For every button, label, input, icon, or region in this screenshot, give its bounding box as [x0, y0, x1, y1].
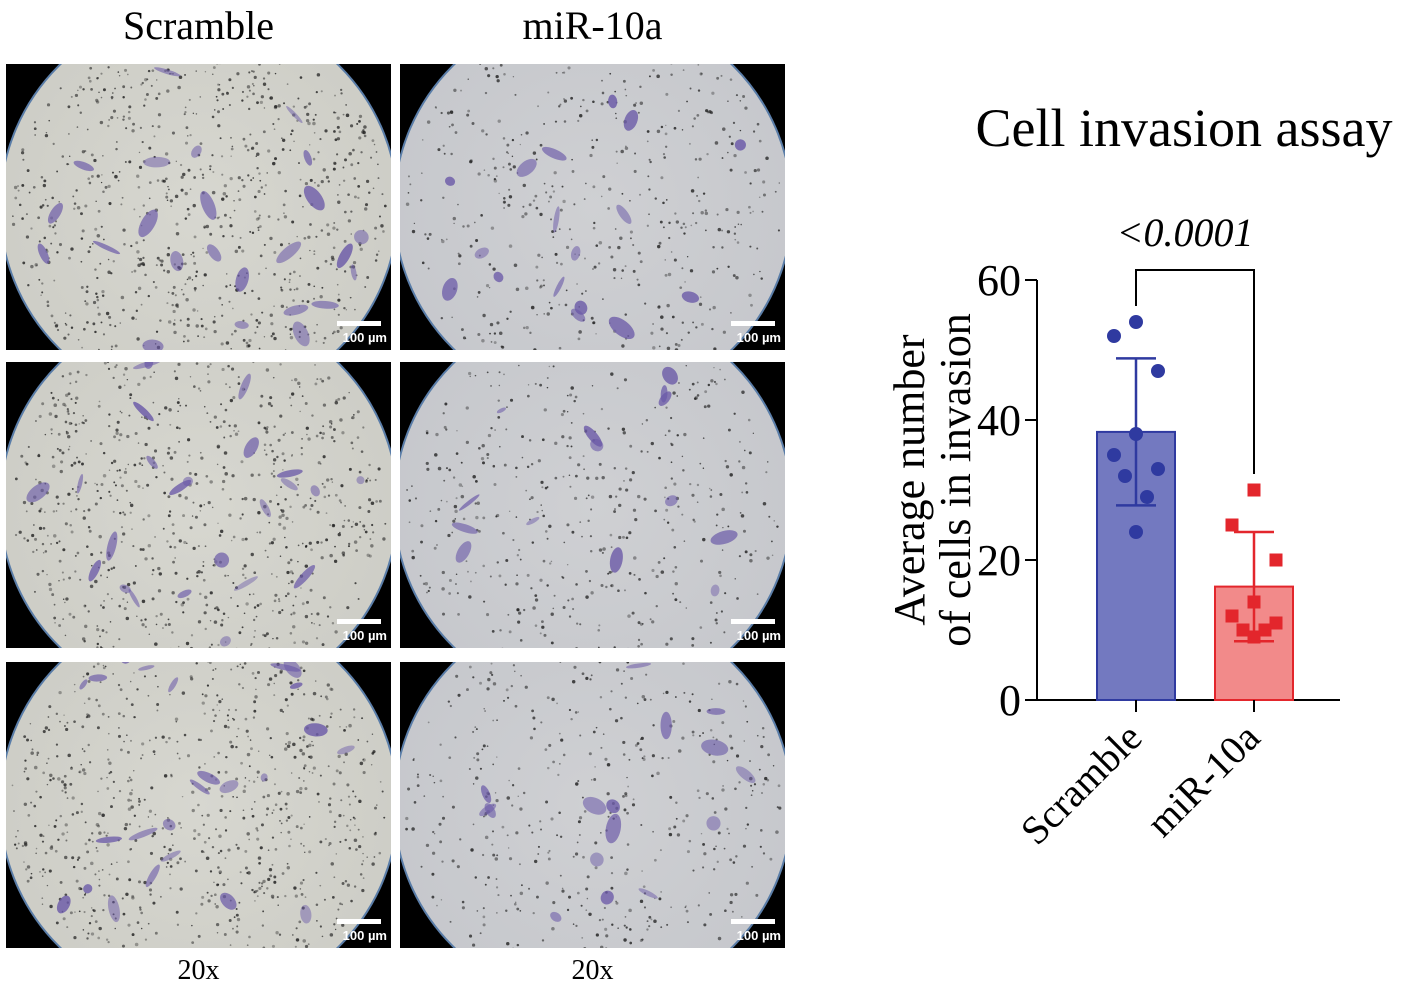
microscope-field — [6, 662, 391, 948]
microscope-field — [6, 64, 391, 350]
data-point — [1107, 448, 1121, 462]
invasion-bar-chart: Cell invasion assay <0.0001 Average numb… — [885, 98, 1393, 853]
scale-bar-label: 100 µm — [736, 628, 781, 643]
micrograph-mir10a-1: 100 µm — [400, 64, 785, 350]
data-point — [1258, 623, 1272, 637]
micrograph-mir10a-2: 100 µm — [400, 362, 785, 648]
x-tick-label-0: Scramble — [1012, 715, 1151, 854]
data-point — [1129, 315, 1143, 329]
data-point — [1247, 595, 1261, 609]
data-point — [1140, 490, 1154, 504]
microscope-field — [400, 64, 785, 350]
data-point — [1129, 427, 1143, 441]
significance-annotation: <0.0001 — [1117, 210, 1254, 255]
data-point — [1225, 609, 1239, 623]
scale-bar — [337, 321, 381, 326]
y-tick-label: 20 — [977, 536, 1021, 585]
data-point — [1225, 518, 1239, 532]
scale-bar-label: 100 µm — [736, 928, 781, 943]
scale-bar — [731, 619, 775, 624]
x-tick-label-1: miR-10a — [1138, 714, 1269, 845]
column-header-scramble: Scramble — [122, 3, 275, 48]
magnification-label-scramble: 20x — [177, 955, 220, 986]
data-point — [1107, 329, 1121, 343]
magnification-label-mir10a: 20x — [571, 955, 614, 986]
data-point — [1269, 616, 1283, 630]
scale-bar — [731, 919, 775, 924]
scale-bar — [731, 321, 775, 326]
y-axis-label-line-2: of cells in invasion — [931, 313, 980, 647]
data-point — [1118, 469, 1132, 483]
chart-title: Cell invasion assay — [976, 98, 1393, 158]
y-axis-label-line-1: Average number — [885, 334, 934, 626]
scale-bar — [337, 619, 381, 624]
micrograph-mir10a-3: 100 µm — [400, 662, 785, 948]
micrograph-scramble-2: 100 µm — [6, 362, 391, 648]
data-point — [1269, 553, 1283, 567]
microscope-field — [400, 662, 785, 948]
scale-bar-label: 100 µm — [342, 628, 387, 643]
microscope-field — [6, 362, 391, 648]
micrograph-scramble-1: 100 µm — [6, 64, 391, 350]
scale-bar — [337, 919, 381, 924]
scale-bar-label: 100 µm — [736, 330, 781, 345]
micrograph-scramble-3: 100 µm — [6, 662, 391, 948]
column-header-mir10a: miR-10a — [522, 3, 663, 48]
scale-bar-label: 100 µm — [342, 928, 387, 943]
y-tick-label: 60 — [977, 256, 1021, 305]
data-point — [1247, 630, 1261, 644]
y-tick-label: 0 — [999, 676, 1021, 725]
data-point — [1129, 525, 1143, 539]
significance-bracket — [1135, 269, 1255, 474]
y-tick-label: 40 — [977, 396, 1021, 445]
scale-bar-label: 100 µm — [342, 330, 387, 345]
data-point — [1247, 483, 1261, 497]
data-point — [1236, 623, 1250, 637]
data-point — [1151, 462, 1165, 476]
data-point — [1151, 364, 1165, 378]
microscope-field — [400, 362, 785, 648]
